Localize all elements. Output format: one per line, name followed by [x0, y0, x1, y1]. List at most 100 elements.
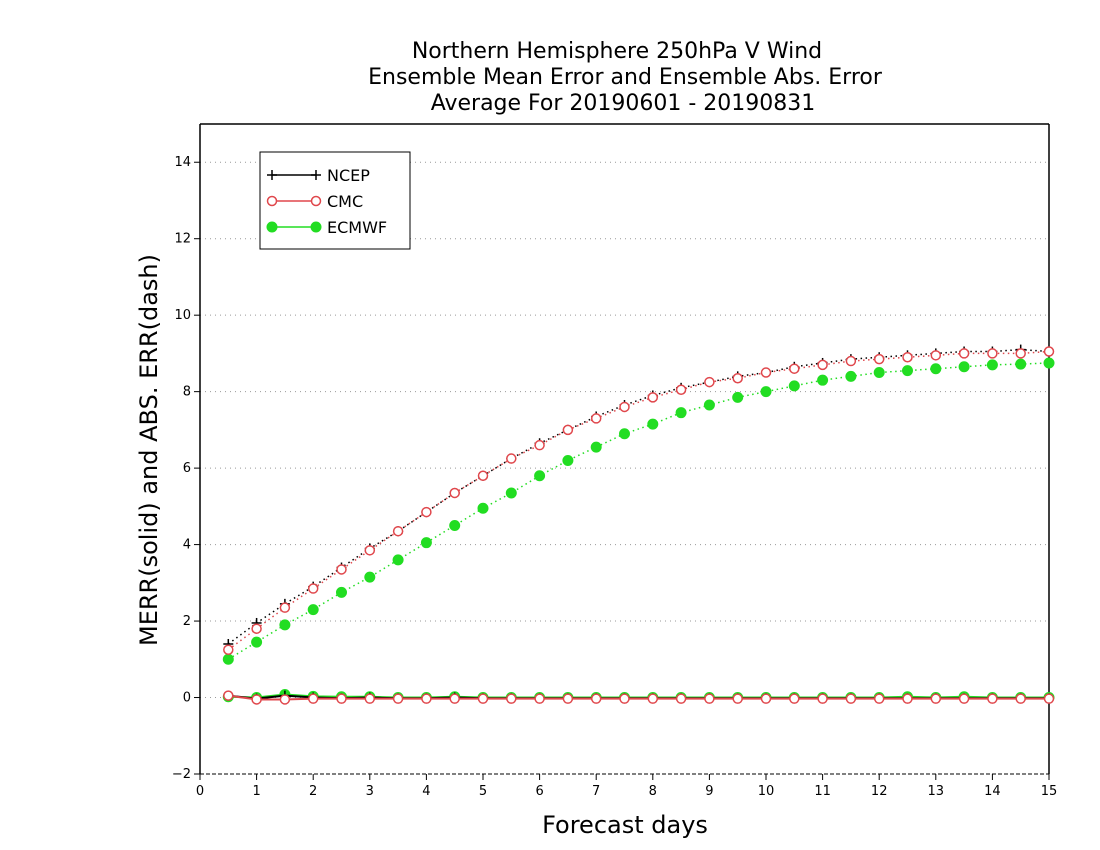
y-tick-label: −2 — [172, 767, 191, 782]
series — [222, 344, 1055, 705]
abs-error-point — [703, 399, 715, 411]
abs-error-point — [392, 554, 404, 566]
mean-error-point — [477, 693, 489, 704]
abs-error-point — [930, 350, 942, 361]
legend-label: ECMWF — [327, 218, 387, 237]
mean-error-point — [590, 693, 602, 704]
y-tick-label: 0 — [183, 691, 191, 706]
x-tick-label: 15 — [1041, 784, 1058, 799]
y-tick-label: 8 — [183, 385, 191, 400]
abs-error-point — [817, 359, 828, 371]
mean-error-point — [1043, 693, 1055, 704]
abs-error-point — [873, 353, 885, 365]
y-tick-label: 2 — [183, 614, 191, 629]
legend-marker — [266, 221, 278, 233]
abs-error-point — [987, 348, 998, 359]
series-cmc — [223, 346, 1055, 705]
mean-error-point — [307, 693, 319, 704]
mean-error-point — [279, 694, 291, 705]
mean-error-point — [732, 693, 743, 704]
abs-error-line — [227, 348, 1050, 645]
abs-error-point — [873, 367, 885, 379]
abs-error-point — [732, 373, 743, 384]
abs-error-point — [788, 380, 800, 392]
legend-entry-cmc: CMC — [266, 192, 363, 211]
abs-error-point — [958, 361, 970, 373]
legend-marker — [310, 195, 322, 207]
mean-error-point — [421, 693, 432, 704]
y-axis-title: MERR(solid) and ABS. ERR(dash) — [135, 254, 163, 646]
abs-error-point — [222, 653, 234, 665]
abs-error-point — [590, 441, 602, 453]
abs-error-point — [1043, 357, 1055, 369]
mean-error-point — [675, 693, 687, 704]
abs-error-point — [590, 413, 602, 424]
legend-marker — [267, 170, 277, 180]
mean-error-point — [760, 693, 772, 704]
mean-error-point — [845, 693, 857, 704]
abs-error-point — [307, 604, 319, 616]
mean-error-point — [704, 693, 715, 704]
abs-error-point — [760, 386, 772, 398]
legend-entry-ecmwf: ECMWF — [266, 218, 387, 237]
abs-error-point — [449, 519, 461, 531]
y-tick-label: 6 — [183, 461, 191, 476]
x-tick-label: 0 — [196, 784, 204, 799]
abs-error-point — [534, 470, 546, 482]
abs-error-point — [647, 418, 659, 430]
x-tick-label: 7 — [592, 784, 600, 799]
abs-error-point — [930, 363, 942, 375]
abs-error-point — [958, 348, 970, 359]
abs-error-point — [789, 363, 800, 374]
mean-error-point — [647, 693, 659, 704]
abs-error-point — [1043, 346, 1055, 357]
x-tick-label: 8 — [649, 784, 657, 799]
abs-error-point — [420, 537, 432, 549]
x-tick-label: 10 — [758, 784, 775, 799]
abs-error-point — [732, 391, 744, 403]
abs-error-point — [279, 619, 291, 631]
y-tick-label: 10 — [174, 308, 191, 323]
abs-error-point — [845, 370, 857, 382]
mean-error-point — [392, 693, 404, 704]
mean-error-point — [534, 693, 545, 704]
x-tick-label: 5 — [479, 784, 487, 799]
x-tick-label: 3 — [366, 784, 374, 799]
abs-error-point — [251, 623, 262, 634]
abs-error-point — [647, 392, 659, 403]
series-ncep — [223, 344, 1054, 704]
x-tick-label: 4 — [422, 784, 430, 799]
mean-error-point — [817, 693, 828, 704]
abs-error-point — [477, 502, 489, 514]
abs-error-point — [534, 439, 545, 451]
abs-error-point — [1015, 348, 1026, 359]
mean-error-point — [506, 693, 517, 704]
x-tick-label: 1 — [252, 784, 260, 799]
mean-error-point — [873, 693, 885, 704]
abs-error-point — [1015, 358, 1027, 370]
x-tick-label: 12 — [871, 784, 888, 799]
abs-error-point — [675, 384, 687, 395]
y-axis-ticks: −2 0 2 4 6 8 10 12 14 — [172, 155, 200, 782]
y-tick-label: 12 — [174, 232, 191, 247]
x-tick-label: 6 — [535, 784, 543, 799]
title-line-3: Average For 20190601 - 20190831 — [431, 91, 816, 116]
abs-error-point — [506, 453, 517, 464]
x-axis-ticks: 0 1 2 3 4 5 6 7 8 9 10 11 12 13 14 15 — [196, 774, 1057, 799]
abs-error-point — [449, 487, 460, 499]
mean-error-point — [987, 693, 998, 704]
x-axis-title: Forecast days — [542, 811, 708, 839]
legend-marker — [266, 195, 278, 207]
axes — [199, 123, 1050, 775]
x-tick-label: 11 — [814, 784, 831, 799]
abs-error-point — [704, 376, 715, 388]
legend-label: NCEP — [327, 166, 370, 185]
abs-error-point — [307, 583, 319, 594]
mean-error-point — [789, 693, 800, 704]
abs-error-point — [760, 367, 772, 378]
mean-error-point — [449, 693, 460, 704]
mean-error-point — [251, 694, 262, 705]
abs-error-point — [392, 525, 404, 537]
x-tick-label: 14 — [984, 784, 1001, 799]
